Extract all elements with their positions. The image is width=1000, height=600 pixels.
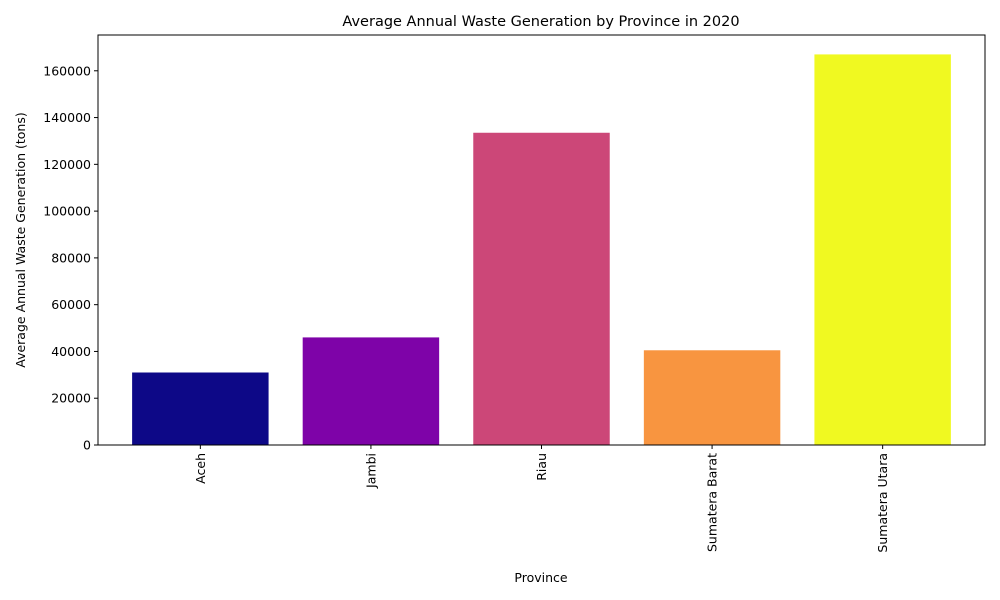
- y-tick-label: 100000: [43, 204, 91, 219]
- y-tick-label: 20000: [51, 391, 91, 406]
- bar-sumatera-utara: [814, 54, 951, 445]
- bar-jambi: [302, 337, 440, 445]
- y-axis-label: Average Annual Waste Generation (tons): [13, 112, 28, 367]
- y-tick-label: 160000: [43, 63, 91, 78]
- y-tick-label: 40000: [51, 344, 91, 359]
- y-tick-label: 80000: [51, 250, 91, 265]
- bar-aceh: [132, 372, 269, 445]
- x-axis-label: Province: [514, 570, 567, 585]
- y-tick-label: 60000: [51, 297, 91, 312]
- bar-sumatera-barat: [643, 350, 781, 445]
- y-axis: 0 20000 40000 60000 80000 100000 120000 140000 1…: [43, 63, 98, 453]
- x-tick-label: Riau: [534, 453, 549, 481]
- bars-group: [132, 54, 951, 445]
- bar-riau: [473, 132, 610, 445]
- x-tick-label: Aceh: [193, 453, 208, 484]
- x-axis: Aceh Jambi Riau Sumatera Barat Sumatera Utar…: [193, 445, 890, 553]
- y-tick-label: 140000: [43, 110, 91, 125]
- y-tick-label: 0: [83, 438, 91, 453]
- plot-frame: [97, 34, 986, 446]
- x-tick-label: Sumatera Barat: [705, 453, 720, 552]
- y-tick-label: 120000: [43, 157, 91, 172]
- x-tick-label: Jambi: [363, 453, 378, 489]
- x-tick-label: Sumatera Utara: [875, 453, 890, 553]
- chart-title: Average Annual Waste Generation by Provi…: [342, 14, 739, 30]
